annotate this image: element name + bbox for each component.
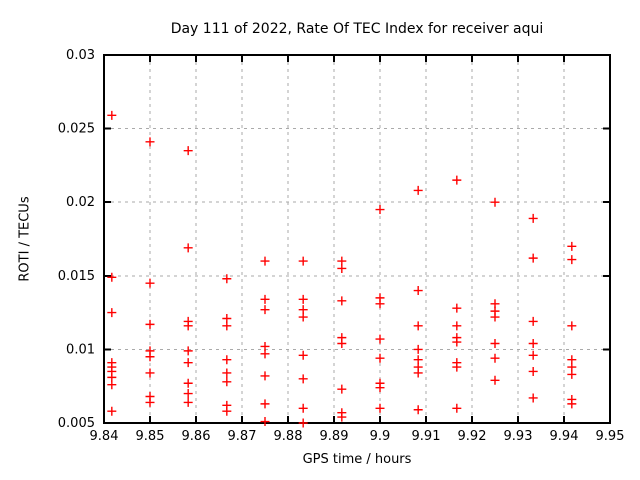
svg-text:0.015: 0.015 — [58, 269, 95, 284]
svg-text:9.95: 9.95 — [596, 429, 625, 444]
svg-text:9.85: 9.85 — [136, 429, 165, 444]
svg-text:0.03: 0.03 — [66, 48, 95, 63]
svg-text:9.88: 9.88 — [274, 429, 303, 444]
svg-text:9.87: 9.87 — [228, 429, 257, 444]
svg-text:9.86: 9.86 — [182, 429, 211, 444]
svg-text:9.91: 9.91 — [412, 429, 441, 444]
x-axis-label: GPS time / hours — [302, 452, 412, 467]
svg-text:0.02: 0.02 — [66, 195, 95, 210]
svg-text:9.9: 9.9 — [370, 429, 391, 444]
svg-text:9.93: 9.93 — [504, 429, 533, 444]
svg-text:9.84: 9.84 — [90, 429, 119, 444]
svg-text:9.94: 9.94 — [550, 429, 579, 444]
svg-text:0.005: 0.005 — [58, 416, 95, 431]
svg-text:9.92: 9.92 — [458, 429, 487, 444]
svg-text:0.025: 0.025 — [58, 122, 95, 137]
chart-title: Day 111 of 2022, Rate Of TEC Index for r… — [170, 21, 544, 37]
svg-text:0.01: 0.01 — [66, 342, 95, 357]
svg-text:9.89: 9.89 — [320, 429, 349, 444]
